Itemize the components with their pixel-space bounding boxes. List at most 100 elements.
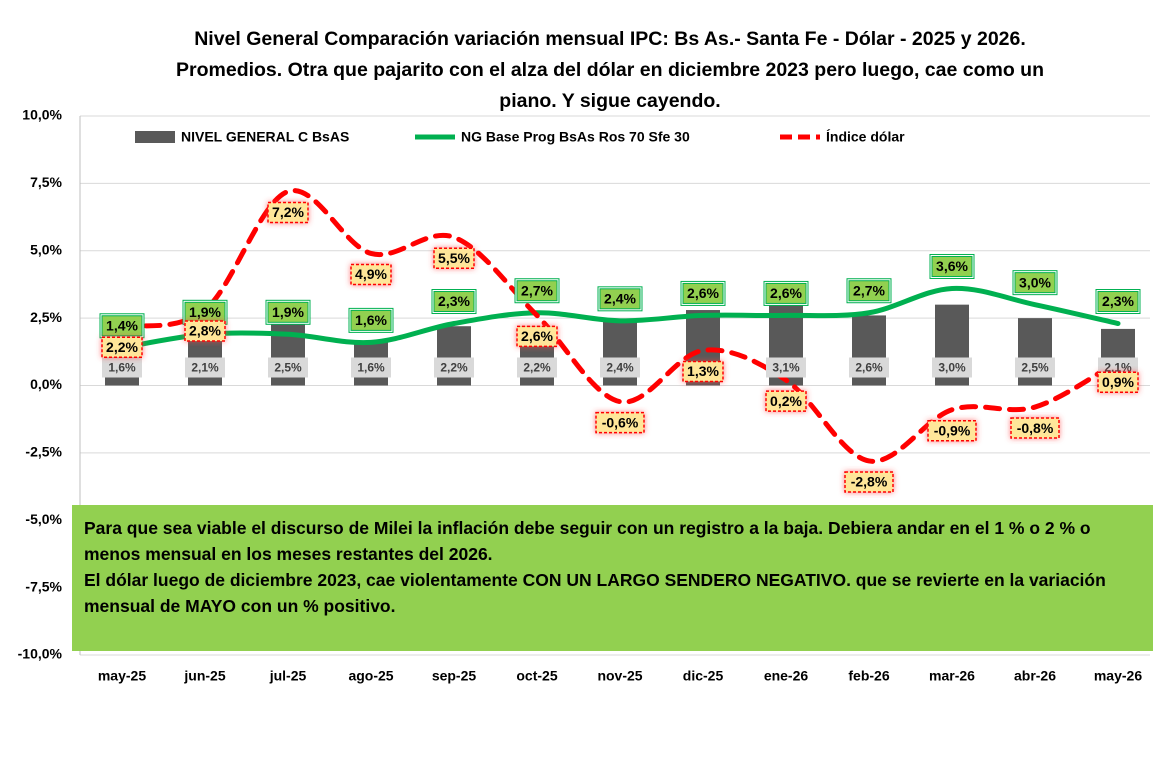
label-box [268,357,308,378]
x-tick-label: sep-25 [432,668,477,684]
x-tick-label: jun-25 [183,668,225,684]
label-box [682,360,724,383]
x-tick-label: dic-25 [683,668,724,684]
x-tick-label: abr-26 [1014,668,1056,684]
data-label-text: 2,3% [1102,293,1134,309]
annotation-text: Para que sea viable el discurso de Milei… [84,518,1091,564]
data-label: 0,9% [1097,371,1139,393]
data-label: 2,4% [600,357,640,378]
data-label: 1,6% [102,357,142,378]
data-label: 2,6% [763,280,809,306]
data-label: 2,2% [517,357,557,378]
data-label: 1,9% [265,299,311,325]
label-box [350,263,392,286]
data-label-text: -2,8% [851,474,888,490]
label-box [350,309,392,331]
y-tick-label: -5,0% [25,511,62,527]
data-label: 2,4% [597,286,643,312]
label-box [1014,272,1056,294]
label-box [932,357,972,378]
data-label-text: 2,6% [687,285,719,301]
label-box [267,301,309,323]
data-label-text: 1,9% [272,304,304,320]
y-tick-label: -2,5% [25,444,62,460]
legend-swatch [135,131,175,143]
data-label-text: 3,1% [772,361,800,375]
y-tick-label: 5,0% [30,241,62,257]
data-label-text: 7,2% [272,204,304,220]
label-box [1010,417,1060,439]
data-label-text: 2,6% [855,361,883,375]
y-tick-label: -7,5% [25,578,62,594]
annotation: Para que sea viable el discurso de Milei… [72,505,1153,651]
data-label: 2,3% [431,289,477,315]
legend-label: NG Base Prog BsAs Ros 70 Sfe 30 [461,129,690,145]
x-tick-label: mar-26 [929,668,975,684]
data-label-text: 1,6% [355,312,387,328]
data-label-text: 2,2% [440,361,468,375]
data-label-text: 3,0% [938,361,966,375]
data-label-text: 2,6% [521,328,553,344]
label-box [101,336,143,358]
data-label-text: 0,9% [1102,374,1134,390]
data-label-text: 2,8% [189,323,221,339]
data-label-text: 4,9% [355,266,387,282]
data-label: 5,5% [433,247,475,270]
data-label: 2,3% [1095,289,1141,315]
label-box [516,280,558,302]
label-box [600,357,640,378]
line [119,285,1121,351]
data-label-text: 3,0% [1019,274,1051,290]
x-tick-label: ago-25 [348,668,393,684]
data-label-text: -0,9% [934,422,971,438]
x-tick-label: jul-25 [269,668,307,684]
data-label: 2,5% [1015,357,1055,378]
chart-title: Nivel General Comparación variación mens… [176,28,1044,112]
label-box [517,357,557,378]
label-box [351,357,391,378]
x-tick-label: may-25 [98,668,146,684]
data-label: 0,2% [765,390,807,412]
data-label: 1,6% [348,307,394,333]
data-label: 2,7% [846,278,892,304]
data-label-text: -0,8% [1017,420,1054,436]
data-label: 2,8% [184,320,226,342]
dollar-line [119,188,1121,464]
y-tick-label: 0,0% [30,376,62,392]
label-box [931,255,973,277]
data-label-text: 1,6% [357,361,385,375]
data-label-text: 2,7% [853,282,885,298]
annotation-text: El dólar luego de diciembre 2023, cae vi… [84,570,1106,616]
data-label: 1,4% [99,313,145,339]
data-label-text: 2,4% [606,361,634,375]
data-label-text: 1,6% [108,361,136,375]
y-tick-label: 7,5% [30,174,62,190]
label-box [433,291,475,313]
y-tick-label: 2,5% [30,309,62,325]
x-tick-label: oct-25 [516,668,557,684]
data-label-text: 2,5% [274,361,302,375]
data-label: 2,2% [434,357,474,378]
label-box [595,411,645,434]
label-box [927,420,977,442]
data-label-text: 2,1% [191,361,219,375]
label-box [844,471,894,493]
x-tick-label: ene-26 [764,668,809,684]
data-label-text: 5,5% [438,250,470,266]
label-box [1097,371,1139,393]
label-box [849,357,889,378]
data-label: 7,2% [267,201,309,224]
data-label: 2,7% [514,278,560,304]
data-label-text: 0,2% [770,393,802,409]
data-label-text: 2,3% [438,293,470,309]
label-box [516,325,558,348]
data-label: 3,1% [766,357,806,378]
data-label: 3,6% [929,253,975,279]
label-box [185,357,225,378]
label-box [101,315,143,337]
data-label: -0,6% [595,411,645,434]
data-label: 2,1% [185,357,225,378]
data-label: 2,6% [680,280,726,306]
